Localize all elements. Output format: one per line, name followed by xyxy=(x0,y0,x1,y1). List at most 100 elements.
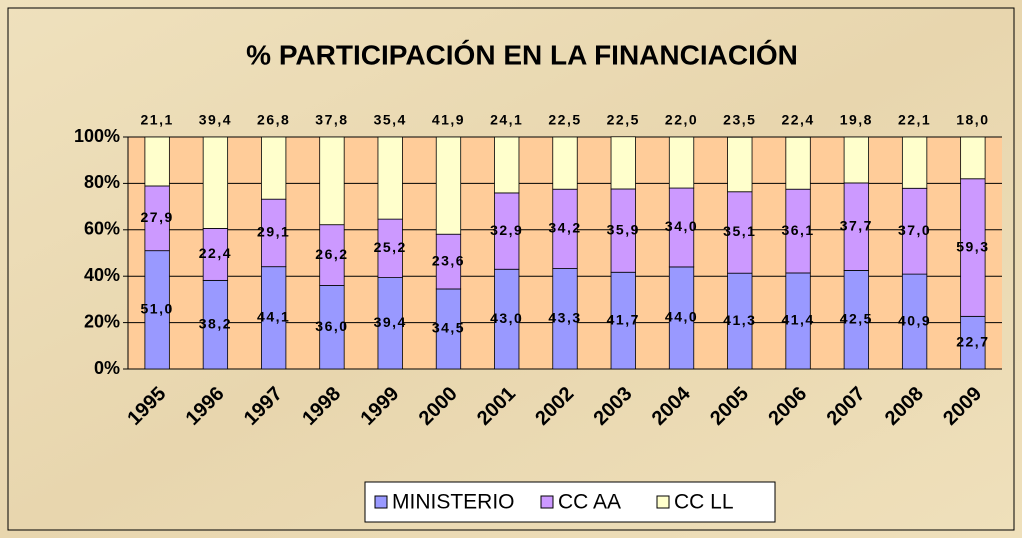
data-label: 23,5 xyxy=(723,112,756,128)
data-label: 26,2 xyxy=(315,246,348,262)
data-label: 19,8 xyxy=(840,112,873,128)
data-label: 22,7 xyxy=(956,333,989,349)
bar-segment xyxy=(202,228,229,281)
bar-segment xyxy=(319,224,345,286)
bar-segment xyxy=(144,250,170,370)
data-label: 34,2 xyxy=(548,220,581,236)
bar-segment xyxy=(785,136,811,190)
data-label: 34,0 xyxy=(665,218,698,234)
bar-segment xyxy=(901,136,928,189)
legend-label: CC LL xyxy=(674,491,734,514)
bar-segment xyxy=(202,136,229,229)
data-label: 41,3 xyxy=(723,312,756,328)
bar-segment xyxy=(727,136,753,193)
legend-swatch xyxy=(540,495,554,509)
data-label: 21,1 xyxy=(141,112,174,128)
bar-segment xyxy=(843,136,869,184)
bar-segment xyxy=(960,136,986,180)
bar-segment xyxy=(261,266,287,370)
data-label: 22,5 xyxy=(607,112,640,128)
bar-segment xyxy=(668,187,695,268)
bar-segment xyxy=(668,266,695,370)
data-label: 32,9 xyxy=(490,222,523,238)
bar-segment xyxy=(552,136,578,190)
bar-segment xyxy=(494,268,520,370)
bar-segment xyxy=(552,188,578,269)
bar-segment xyxy=(843,269,869,370)
bar-segment xyxy=(144,136,170,187)
y-tick-label: 100% xyxy=(74,126,120,146)
bar-segment xyxy=(494,136,520,194)
data-label: 22,0 xyxy=(665,112,698,128)
bar-segment xyxy=(377,136,403,220)
data-label: 25,2 xyxy=(374,239,407,255)
y-tick-label: 80% xyxy=(84,172,120,192)
legend-label: MINISTERIO xyxy=(392,491,515,514)
bar-segment xyxy=(552,268,578,370)
data-label: 38,2 xyxy=(199,315,232,331)
legend-label: CC AA xyxy=(558,491,621,514)
y-tick-label: 40% xyxy=(84,265,120,285)
data-label: 43,0 xyxy=(490,310,523,326)
bar-segment xyxy=(960,178,986,317)
bar-segment xyxy=(202,279,229,370)
bar-segment xyxy=(901,187,928,275)
data-label: 59,3 xyxy=(956,238,989,254)
data-label: 22,4 xyxy=(199,245,232,261)
data-label: 35,1 xyxy=(723,223,756,239)
bar-segment xyxy=(494,192,520,270)
data-label: 37,0 xyxy=(898,222,931,238)
data-label: 34,5 xyxy=(432,320,465,336)
data-label: 22,1 xyxy=(898,112,931,128)
bar-segment xyxy=(261,198,287,268)
bar-segment xyxy=(144,185,170,252)
data-label: 27,9 xyxy=(141,209,174,225)
y-tick-label: 20% xyxy=(84,311,120,331)
bar-segment xyxy=(785,188,811,274)
data-label: 42,5 xyxy=(840,310,873,326)
data-label: 41,9 xyxy=(432,112,465,128)
legend-box xyxy=(364,481,776,523)
bar-segment xyxy=(668,136,695,189)
bar-segment xyxy=(435,233,462,290)
bar-segment xyxy=(901,273,928,370)
y-tick-label: 60% xyxy=(84,219,120,239)
bar-segment xyxy=(610,188,636,273)
data-label: 22,5 xyxy=(548,112,581,128)
bar-segment xyxy=(261,136,287,200)
bar-segment xyxy=(435,136,462,235)
data-label: 44,0 xyxy=(665,309,698,325)
data-label: 41,4 xyxy=(781,312,814,328)
bar-segment xyxy=(843,182,869,271)
bar-segment xyxy=(319,136,345,226)
data-label: 36,1 xyxy=(781,222,814,238)
data-label: 37,7 xyxy=(840,217,873,233)
data-label: 41,7 xyxy=(607,311,640,327)
chart-title: % PARTICIPACIÓN EN LA FINANCIACIÓN xyxy=(246,39,798,70)
bar-segment xyxy=(610,271,636,370)
legend-swatch xyxy=(374,495,388,509)
legend-swatch xyxy=(656,495,670,509)
data-label: 35,9 xyxy=(607,221,640,237)
data-label: 36,0 xyxy=(315,318,348,334)
y-tick-label: 0% xyxy=(94,358,120,378)
data-label: 39,4 xyxy=(199,112,232,128)
data-label: 26,8 xyxy=(257,112,290,128)
data-label: 39,4 xyxy=(374,314,407,330)
bar-segment xyxy=(610,136,636,190)
bar-segment xyxy=(377,277,403,370)
data-label: 43,3 xyxy=(548,309,581,325)
data-label: 23,6 xyxy=(432,252,465,268)
data-label: 44,1 xyxy=(257,309,290,325)
data-label: 35,4 xyxy=(374,112,407,128)
chart-border xyxy=(7,7,1015,531)
bar-segment xyxy=(377,218,403,278)
data-label: 18,0 xyxy=(956,112,989,128)
data-label: 22,4 xyxy=(781,112,814,128)
bar-segment xyxy=(785,272,811,370)
data-label: 40,9 xyxy=(898,312,931,328)
data-label: 24,1 xyxy=(490,112,523,128)
bar-segment xyxy=(960,315,986,370)
data-label: 29,1 xyxy=(257,224,290,240)
